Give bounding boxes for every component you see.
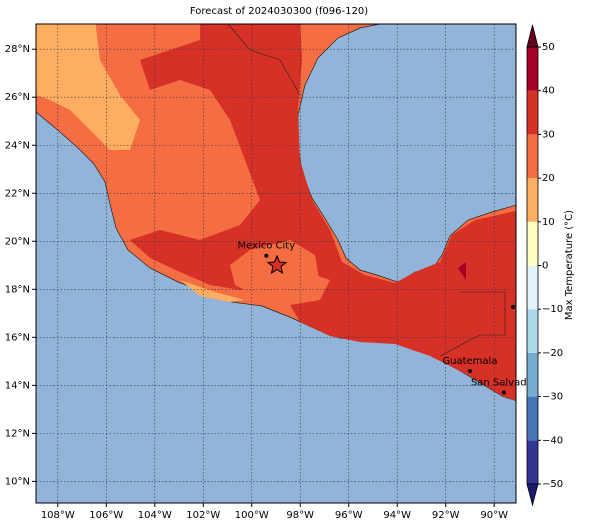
x-tick-label: 104°W	[138, 510, 172, 521]
colorbar-band	[527, 265, 538, 310]
colorbar-tick-label: 40	[542, 86, 555, 97]
x-tick-label: 96°W	[335, 510, 363, 521]
city-dot	[264, 253, 269, 258]
forecast-point	[266, 254, 288, 275]
y-tick-label: 12°N	[5, 428, 30, 439]
y-tick-label: 20°N	[5, 236, 30, 247]
colorbar-label: Max Temperature (°C)	[564, 210, 575, 320]
graticule	[36, 24, 516, 503]
colorbar-band	[527, 134, 538, 179]
colorbar-band	[527, 309, 538, 353]
city-dot	[467, 368, 472, 373]
colorbar-tick-label: 0	[542, 261, 548, 272]
colorbar-tick-label: −40	[542, 435, 563, 446]
y-tick-label: 28°N	[5, 44, 30, 55]
colorbar-tick-label: 10	[542, 217, 555, 228]
colorbar-tick-label: −20	[542, 348, 563, 359]
y-tick-label: 18°N	[5, 284, 30, 295]
y-tick-label: 16°N	[5, 332, 30, 343]
colorbar-band	[527, 178, 538, 222]
x-tick-label: 106°W	[89, 510, 123, 521]
colorbar-tick-label: 20	[542, 173, 555, 184]
colorbar-tick-label: −50	[542, 479, 563, 490]
x-tick-label: 102°W	[186, 510, 220, 521]
city-label: Mexico City	[237, 241, 295, 252]
x-tick-label: 98°W	[286, 510, 314, 521]
colorbar-tick-label: −30	[542, 392, 563, 403]
colorbar-band	[527, 440, 538, 484]
city-label: Guatemala	[442, 356, 497, 367]
x-tick-label: 92°W	[432, 510, 460, 521]
y-tick-label: 22°N	[5, 188, 30, 199]
x-tick-label: 90°W	[480, 510, 508, 521]
colorbar-band	[527, 221, 538, 266]
colorbar-band	[527, 90, 538, 135]
colorbar-extend	[526, 483, 539, 507]
city-dot	[501, 390, 506, 395]
colorbar-tick-label: −10	[542, 304, 563, 315]
y-tick-label: 24°N	[5, 140, 30, 151]
hot-zone	[130, 24, 516, 401]
y-tick-label: 26°N	[5, 92, 30, 103]
city-label: San Salvador	[471, 378, 538, 389]
x-tick-label: 94°W	[383, 510, 411, 521]
x-tick-label: 108°W	[41, 510, 75, 521]
mild-zone	[180, 280, 245, 302]
title: Forecast of 2024030300 (f096-120)	[190, 6, 368, 17]
colorbar-tick-label: 30	[542, 129, 555, 140]
city-dot	[511, 305, 515, 309]
colorbar-band	[527, 396, 538, 441]
colorbar-band	[527, 47, 538, 91]
extreme-zone	[458, 262, 466, 280]
colorbar-band	[527, 352, 538, 397]
map-frame	[35, 23, 517, 504]
border	[227, 24, 506, 357]
colorbar-tick-label: 50	[542, 42, 555, 53]
mild-zone	[36, 24, 140, 150]
x-tick-label: 100°W	[235, 510, 269, 521]
colorbar-extend	[526, 24, 539, 48]
y-tick-label: 14°N	[5, 380, 30, 391]
y-tick-label: 10°N	[5, 476, 30, 487]
